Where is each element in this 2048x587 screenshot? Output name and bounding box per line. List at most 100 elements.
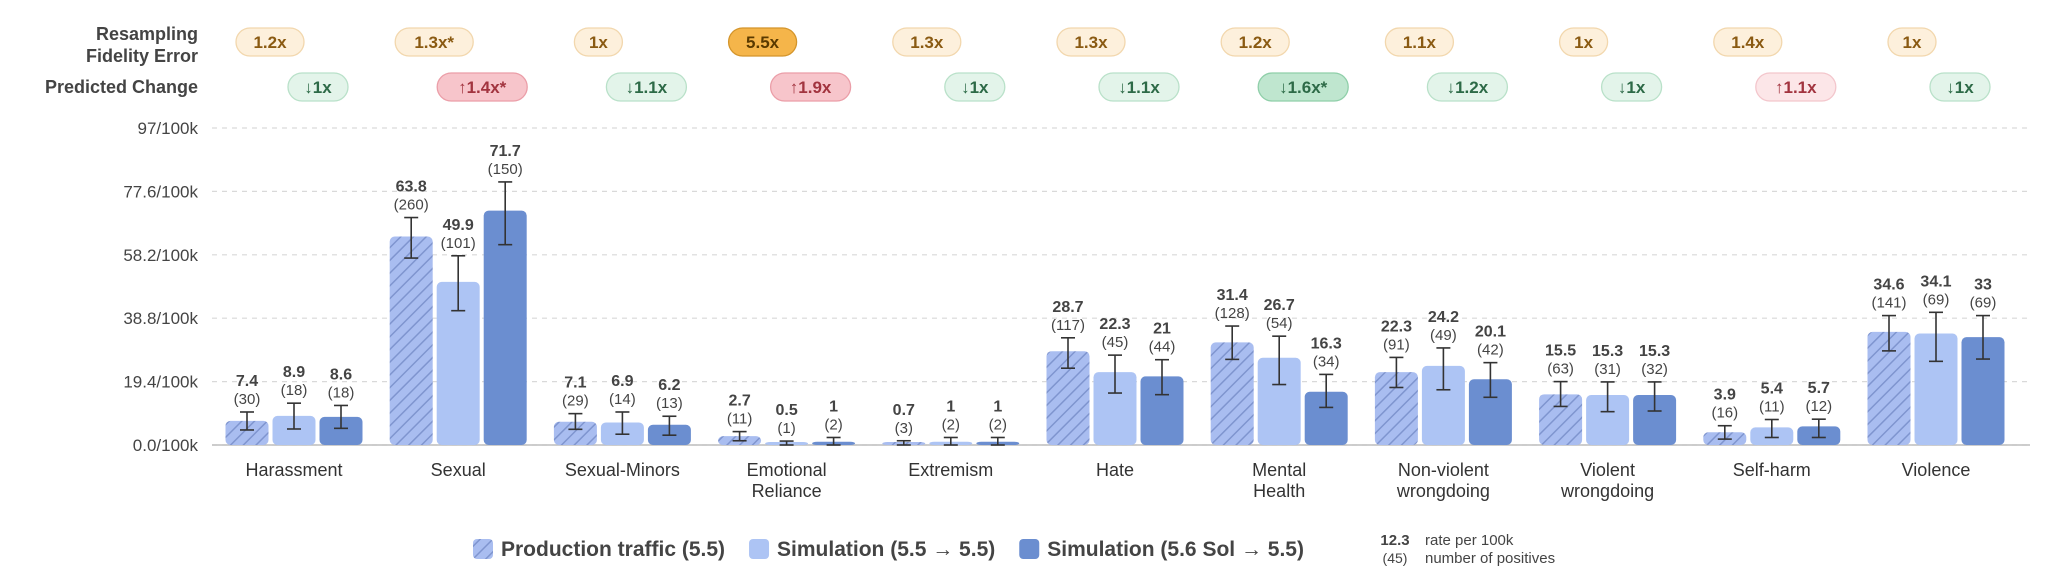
count-label: (11) [1759, 399, 1785, 416]
fidelity-badge-bg [1220, 27, 1290, 57]
fidelity-badge: 1.3x [910, 33, 944, 52]
value-label: 7.1 [564, 375, 586, 392]
bar [272, 415, 316, 445]
fidelity-badge: 1x [589, 33, 608, 52]
fidelity-badge: 1.2x [253, 33, 287, 52]
bar [389, 236, 433, 445]
predicted-badge: ↓1x [1618, 78, 1646, 97]
bar [1539, 394, 1583, 445]
value-label: 71.7 [490, 143, 521, 160]
fidelity-badge-bg [1887, 27, 1937, 57]
data-labels: (30)7.4(18)8.9(18)8.6(260)63.8(101)49.9(… [234, 143, 1997, 437]
value-label: 22.3 [1099, 316, 1130, 333]
count-label: (2) [824, 416, 842, 433]
predicted-badge: ↓1x [961, 78, 989, 97]
bar [553, 421, 597, 445]
value-label: 1 [829, 398, 838, 415]
y-tick-label: 58.2/100k [123, 246, 198, 265]
count-label: (2) [942, 416, 960, 433]
predicted-badge-bg [1426, 72, 1509, 102]
value-label: 0.7 [893, 402, 915, 419]
legend-label: Simulation (5.5 → 5.5) [777, 538, 995, 561]
count-label: (14) [609, 391, 636, 408]
value-label: 34.1 [1920, 273, 1951, 290]
legend-note-count-label: number of positives [1425, 550, 1555, 567]
count-label: (45) [1102, 334, 1129, 351]
fidelity-badge: 1x [1903, 33, 1922, 52]
value-label: 31.4 [1217, 287, 1248, 304]
legend-note-count: (45) [1383, 550, 1408, 566]
count-label: (1) [777, 420, 795, 437]
predicted-badge-bg [1600, 72, 1663, 102]
predicted-row-label: Predicted Change [45, 77, 198, 97]
category-label: Non-violent [1398, 460, 1489, 480]
count-label: (44) [1149, 339, 1176, 356]
value-label: 7.4 [236, 373, 258, 390]
count-label: (12) [1805, 398, 1832, 415]
fidelity-badge: 1.1x [1403, 33, 1437, 52]
category-label: Sexual-Minors [565, 460, 680, 480]
value-label: 26.7 [1264, 297, 1295, 314]
value-label: 15.5 [1545, 343, 1576, 360]
predicted-badge-bg [1755, 72, 1837, 102]
count-label: (3) [895, 420, 913, 437]
count-label: (16) [1711, 405, 1738, 422]
count-label: (2) [989, 416, 1007, 433]
bar [1421, 365, 1465, 445]
legend-note-value: 12.3 [1380, 532, 1409, 549]
fidelity-badge-bg [1384, 27, 1455, 57]
count-label: (30) [234, 391, 261, 408]
value-label: 21 [1153, 321, 1171, 338]
value-label: 3.9 [1714, 387, 1736, 404]
predicted-badge: ↑1.4x* [458, 78, 507, 97]
predicted-badge: ↓1x [304, 78, 332, 97]
count-label: (260) [394, 197, 429, 214]
badges: 1.2x ↓1x 1.3x* ↑1.4x* 1x ↓1.1x 5.5x ↑1.9x 1.3x ↓1… [235, 27, 1991, 102]
predicted-badge: ↑1.9x [790, 78, 832, 97]
value-label: 8.9 [283, 364, 305, 381]
value-label: 0.5 [775, 402, 797, 419]
fidelity-row-label: Resampling [96, 24, 198, 44]
predicted-badge-bg [1098, 72, 1180, 102]
fidelity-badge-bg [727, 27, 798, 57]
bar [225, 420, 269, 445]
category-label: Harassment [245, 460, 342, 480]
category-label: Mental [1252, 460, 1306, 480]
value-label: 63.8 [396, 179, 427, 196]
bar [1961, 337, 2005, 445]
fidelity-badge: 5.5x [746, 33, 780, 52]
count-label: (29) [562, 393, 589, 410]
count-label: (69) [1923, 291, 1950, 308]
count-label: (91) [1383, 336, 1410, 353]
category-label: Violent [1580, 460, 1635, 480]
count-label: (18) [281, 382, 308, 399]
count-label: (34) [1313, 353, 1340, 370]
count-label: (31) [1594, 361, 1621, 378]
count-label: (141) [1871, 295, 1906, 312]
fidelity-badge-bg [235, 27, 305, 57]
legend-label: Production traffic (5.5) [501, 538, 725, 561]
bar [1914, 333, 1958, 445]
value-label: 5.7 [1808, 380, 1830, 397]
fidelity-badge-bg [1713, 27, 1783, 57]
count-label: (117) [1051, 317, 1085, 334]
count-label: (32) [1641, 361, 1668, 378]
category-label: Self-harm [1733, 460, 1811, 480]
bar [1046, 351, 1090, 445]
y-tick-label: 97/100k [138, 119, 199, 138]
bar [1867, 331, 1911, 445]
legend-label: Simulation (5.6 Sol → 5.5) [1047, 538, 1304, 561]
predicted-badge: ↓1x [1946, 78, 1974, 97]
y-tick-label: 77.6/100k [123, 182, 198, 201]
value-label: 6.9 [611, 373, 633, 390]
fidelity-badge-bg [1056, 27, 1126, 57]
predicted-badge-bg [944, 72, 1006, 102]
legend-swatch [473, 539, 493, 559]
bar [1140, 376, 1184, 445]
bar [1304, 391, 1348, 445]
legend: Production traffic (5.5) Simulation (5.5 … [473, 532, 1555, 567]
legend-swatch [1019, 539, 1040, 559]
predicted-badge-bg [1929, 72, 1991, 102]
